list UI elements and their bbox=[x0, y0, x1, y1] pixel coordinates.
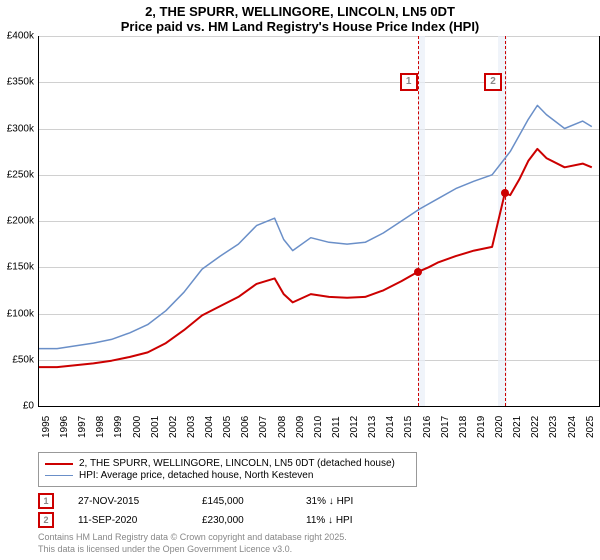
x-tick-label: 1998 bbox=[95, 416, 106, 438]
x-axis: 1995 1996 1997 1998 1999 2000 2001 2002 2003 2004… bbox=[38, 406, 598, 448]
legend-item: HPI: Average price, detached house, Nort… bbox=[45, 470, 410, 481]
legend-swatch bbox=[45, 475, 73, 476]
x-tick-label: 2016 bbox=[422, 416, 433, 438]
data-row-date: 27-NOV-2015 bbox=[78, 496, 178, 507]
footer: Contains HM Land Registry data © Crown c… bbox=[38, 532, 600, 555]
data-row-price: £145,000 bbox=[202, 496, 282, 507]
x-tick-label: 1999 bbox=[113, 416, 124, 438]
legend-item: 2, THE SPURR, WELLINGORE, LINCOLN, LN5 0… bbox=[45, 458, 410, 469]
line-series bbox=[39, 36, 599, 406]
data-row-delta: 31% ↓ HPI bbox=[306, 496, 353, 507]
y-axis: £0£50k£100k£150k£200k£250k£300k£350k£400… bbox=[0, 36, 36, 406]
x-tick-label: 2000 bbox=[132, 416, 143, 438]
y-tick-label: £400k bbox=[7, 31, 34, 42]
legend-label: 2, THE SPURR, WELLINGORE, LINCOLN, LN5 0… bbox=[79, 458, 395, 469]
data-row-price: £230,000 bbox=[202, 515, 282, 526]
x-tick-label: 2025 bbox=[585, 416, 596, 438]
title-line-2: Price paid vs. HM Land Registry's House … bbox=[0, 19, 600, 34]
data-row-date: 11-SEP-2020 bbox=[78, 515, 178, 526]
y-tick-label: £0 bbox=[23, 401, 34, 412]
x-tick-label: 2006 bbox=[240, 416, 251, 438]
y-tick-label: £250k bbox=[7, 169, 34, 180]
x-tick-label: 2020 bbox=[494, 416, 505, 438]
marker-label: 2 bbox=[484, 73, 502, 91]
x-tick-label: 1996 bbox=[59, 416, 70, 438]
chart-area: £0£50k£100k£150k£200k£250k£300k£350k£400… bbox=[38, 36, 598, 406]
title-line-1: 2, THE SPURR, WELLINGORE, LINCOLN, LN5 0… bbox=[0, 4, 600, 19]
data-row-delta: 11% ↓ HPI bbox=[306, 515, 353, 526]
legend-swatch bbox=[45, 463, 73, 465]
x-tick-label: 1997 bbox=[77, 416, 88, 438]
y-tick-label: £300k bbox=[7, 123, 34, 134]
x-tick-label: 2017 bbox=[440, 416, 451, 438]
x-tick-label: 2012 bbox=[349, 416, 360, 438]
x-tick-label: 2019 bbox=[476, 416, 487, 438]
x-tick-label: 2003 bbox=[186, 416, 197, 438]
x-tick-label: 1995 bbox=[41, 416, 52, 438]
x-tick-label: 2007 bbox=[258, 416, 269, 438]
x-tick-label: 2001 bbox=[150, 416, 161, 438]
x-tick-label: 2023 bbox=[548, 416, 559, 438]
x-tick-label: 2004 bbox=[204, 416, 215, 438]
data-row: 1 27-NOV-2015 £145,000 31% ↓ HPI bbox=[38, 493, 578, 509]
x-tick-label: 2024 bbox=[567, 416, 578, 438]
marker-dot bbox=[501, 189, 509, 197]
data-row: 2 11-SEP-2020 £230,000 11% ↓ HPI bbox=[38, 512, 578, 528]
data-row-marker: 2 bbox=[38, 512, 54, 528]
x-tick-label: 2018 bbox=[458, 416, 469, 438]
marker-dot bbox=[414, 268, 422, 276]
chart-title: 2, THE SPURR, WELLINGORE, LINCOLN, LN5 0… bbox=[0, 0, 600, 36]
x-tick-label: 2021 bbox=[512, 416, 523, 438]
x-tick-label: 2014 bbox=[385, 416, 396, 438]
x-tick-label: 2010 bbox=[313, 416, 324, 438]
y-tick-label: £350k bbox=[7, 77, 34, 88]
data-table: 1 27-NOV-2015 £145,000 31% ↓ HPI 2 11-SEP-202… bbox=[38, 493, 578, 528]
plot-area: 12 bbox=[38, 36, 600, 407]
x-tick-label: 2013 bbox=[367, 416, 378, 438]
x-tick-label: 2008 bbox=[277, 416, 288, 438]
marker-label: 1 bbox=[400, 73, 418, 91]
x-tick-label: 2002 bbox=[168, 416, 179, 438]
y-tick-label: £50k bbox=[12, 354, 34, 365]
y-tick-label: £200k bbox=[7, 216, 34, 227]
x-tick-label: 2011 bbox=[331, 416, 342, 438]
y-tick-label: £150k bbox=[7, 262, 34, 273]
x-tick-label: 2005 bbox=[222, 416, 233, 438]
footer-line-2: This data is licensed under the Open Gov… bbox=[38, 544, 600, 556]
series-hpi bbox=[39, 105, 592, 348]
footer-line-1: Contains HM Land Registry data © Crown c… bbox=[38, 532, 600, 544]
data-row-marker: 1 bbox=[38, 493, 54, 509]
legend-label: HPI: Average price, detached house, Nort… bbox=[79, 470, 313, 481]
legend: 2, THE SPURR, WELLINGORE, LINCOLN, LN5 0… bbox=[38, 452, 417, 487]
y-tick-label: £100k bbox=[7, 308, 34, 319]
x-tick-label: 2022 bbox=[530, 416, 541, 438]
series-property bbox=[39, 149, 592, 367]
x-tick-label: 2009 bbox=[295, 416, 306, 438]
x-tick-label: 2015 bbox=[403, 416, 414, 438]
